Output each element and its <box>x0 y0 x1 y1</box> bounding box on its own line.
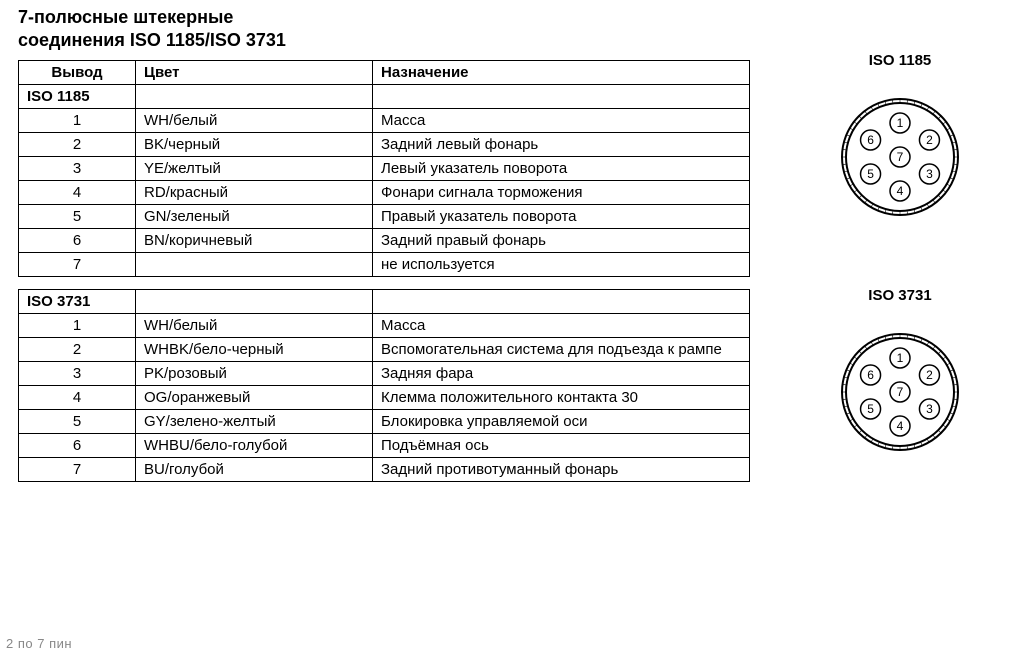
cell-function: Фонари сигнала торможения <box>373 181 750 205</box>
table-row: 4OG/оранжевыйКлемма положительного конта… <box>19 386 750 410</box>
table-row: 2BK/черныйЗадний левый фонарь <box>19 133 750 157</box>
pin-label: 4 <box>897 184 904 198</box>
connector-block: ISO 3731 1 2 3 4 5 6 7 <box>790 287 1010 452</box>
connector-block: ISO 1185 1 2 3 4 5 6 7 <box>790 52 1010 217</box>
cell-empty <box>373 290 750 314</box>
cell-function: не используется <box>373 253 750 277</box>
cell-color: GN/зеленый <box>136 205 373 229</box>
cell-color: WH/белый <box>136 314 373 338</box>
cell-function: Клемма положительного контакта 30 <box>373 386 750 410</box>
cell-function: Задний противотуманный фонарь <box>373 458 750 482</box>
cell-empty <box>136 85 373 109</box>
diagrams-container: ISO 1185 1 2 3 4 5 6 7 ISO 3731 1 2 3 4 5 6 7 <box>790 52 1010 452</box>
header-pin: Вывод <box>19 61 136 85</box>
cell-color: BK/черный <box>136 133 373 157</box>
cell-color: PK/розовый <box>136 362 373 386</box>
cell-function: Подъёмная ось <box>373 434 750 458</box>
cell-pin: 3 <box>19 157 136 181</box>
pin-label: 1 <box>897 116 904 130</box>
section-label: ISO 1185 <box>19 85 136 109</box>
cell-color: OG/оранжевый <box>136 386 373 410</box>
cell-color: GY/зелено-желтый <box>136 410 373 434</box>
cell-function: Правый указатель поворота <box>373 205 750 229</box>
table-row: 7BU/голубойЗадний противотуманный фонарь <box>19 458 750 482</box>
cell-function: Блокировка управляемой оси <box>373 410 750 434</box>
cell-color: WHBK/бело-черный <box>136 338 373 362</box>
cell-function: Задний левый фонарь <box>373 133 750 157</box>
table-row: 3PK/розовыйЗадняя фара <box>19 362 750 386</box>
pin-label: 6 <box>867 368 874 382</box>
cell-pin: 3 <box>19 362 136 386</box>
footer-note: 2 по 7 пин <box>6 636 72 651</box>
cell-color: WHBU/бело-голубой <box>136 434 373 458</box>
cell-pin: 2 <box>19 338 136 362</box>
cell-pin: 5 <box>19 410 136 434</box>
pin-label: 5 <box>867 402 874 416</box>
cell-function: Масса <box>373 314 750 338</box>
cell-color: YE/желтый <box>136 157 373 181</box>
table-row: 5GY/зелено-желтыйБлокировка управляемой … <box>19 410 750 434</box>
cell-pin: 7 <box>19 458 136 482</box>
pin-label: 3 <box>926 402 933 416</box>
tables-container: ВыводЦветНазначениеISO 11851WH/белыйМасс… <box>18 60 698 482</box>
cell-empty <box>136 290 373 314</box>
pin-label: 7 <box>897 150 904 164</box>
header-color: Цвет <box>136 61 373 85</box>
table-row: 1WH/белыйМасса <box>19 314 750 338</box>
header-function: Назначение <box>373 61 750 85</box>
pin-label: 3 <box>926 167 933 181</box>
cell-pin: 6 <box>19 434 136 458</box>
pin-label: 7 <box>897 385 904 399</box>
cell-color: WH/белый <box>136 109 373 133</box>
cell-empty <box>373 85 750 109</box>
cell-pin: 6 <box>19 229 136 253</box>
cell-function: Задняя фара <box>373 362 750 386</box>
cell-function: Левый указатель поворота <box>373 157 750 181</box>
section-label: ISO 3731 <box>19 290 136 314</box>
table-row: 4RD/красныйФонари сигнала торможения <box>19 181 750 205</box>
cell-color: BU/голубой <box>136 458 373 482</box>
table-row: 3YE/желтыйЛевый указатель поворота <box>19 157 750 181</box>
cell-pin: 5 <box>19 205 136 229</box>
cell-pin: 4 <box>19 181 136 205</box>
connector-diagram: 1 2 3 4 5 6 7 <box>840 332 960 452</box>
connector-title: ISO 1185 <box>790 52 1010 69</box>
pin-label: 2 <box>926 133 933 147</box>
pin-label: 6 <box>867 133 874 147</box>
page-title-line1: 7-полюсные штекерные <box>18 7 233 27</box>
cell-function: Масса <box>373 109 750 133</box>
pinout-table-iso-1185: ВыводЦветНазначение ISO 11851WH/белыйМасс… <box>18 60 750 277</box>
table-row: 6BN/коричневыйЗадний правый фонарь <box>19 229 750 253</box>
table-row: 7 не используется <box>19 253 750 277</box>
pin-label: 1 <box>897 351 904 365</box>
cell-color: BN/коричневый <box>136 229 373 253</box>
cell-function: Задний правый фонарь <box>373 229 750 253</box>
cell-pin: 1 <box>19 314 136 338</box>
table-row: 1WH/белыйМасса <box>19 109 750 133</box>
cell-pin: 1 <box>19 109 136 133</box>
cell-color <box>136 253 373 277</box>
connector-title: ISO 3731 <box>790 287 1010 304</box>
cell-pin: 7 <box>19 253 136 277</box>
table-row: 6WHBU/бело-голубойПодъёмная ось <box>19 434 750 458</box>
pin-label: 2 <box>926 368 933 382</box>
cell-color: RD/красный <box>136 181 373 205</box>
table-row: 2WHBK/бело-черныйВспомогательная система… <box>19 338 750 362</box>
connector-diagram: 1 2 3 4 5 6 7 <box>840 97 960 217</box>
table-row: 5GN/зеленыйПравый указатель поворота <box>19 205 750 229</box>
cell-pin: 2 <box>19 133 136 157</box>
pin-label: 5 <box>867 167 874 181</box>
cell-function: Вспомогательная система для подъезда к р… <box>373 338 750 362</box>
page-title-line2: соединения ISO 1185/ISO 3731 <box>18 30 286 50</box>
cell-pin: 4 <box>19 386 136 410</box>
pinout-table-iso-3731: ISO 37311WH/белыйМасса2WHBK/бело-черныйВ… <box>18 289 750 482</box>
pin-label: 4 <box>897 419 904 433</box>
